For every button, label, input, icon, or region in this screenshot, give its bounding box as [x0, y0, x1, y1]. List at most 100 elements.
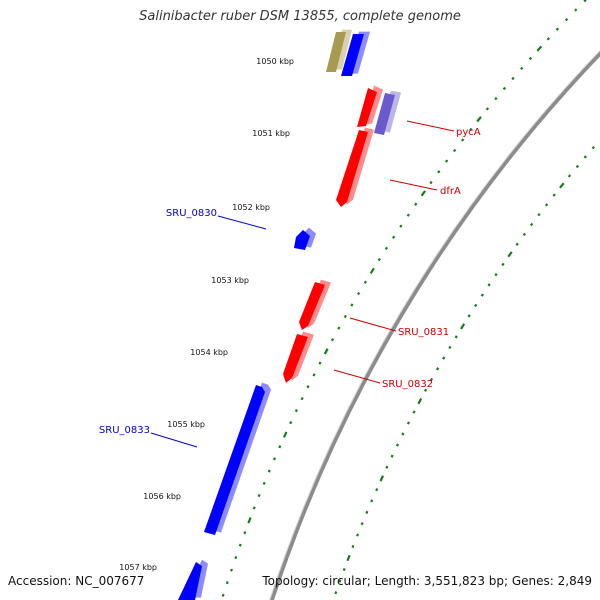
minor-tick	[467, 314, 471, 318]
minor-tick	[384, 246, 389, 251]
forward-gene-dfra-body	[336, 130, 368, 207]
minor-tick	[363, 280, 367, 284]
minor-tick	[487, 283, 491, 287]
backbone-line	[270, 51, 600, 600]
minor-tick	[474, 303, 478, 308]
minor-tick	[480, 293, 484, 297]
minor-tick	[257, 493, 261, 498]
minor-tick	[318, 361, 322, 365]
kbp-scale-label: 1054 kbp	[190, 348, 228, 357]
minor-tick	[511, 76, 515, 81]
forward-gene-sru0832	[283, 331, 314, 383]
major-tick	[507, 251, 513, 258]
gene-label-sru0832: SRU_0832	[382, 379, 433, 390]
minor-tick	[453, 148, 457, 153]
gene-label-sru0833: SRU_0833	[99, 425, 150, 436]
inner-tick-ring	[334, 138, 600, 595]
gene-label-leader-pyca	[406, 120, 455, 132]
minor-tick	[591, 145, 595, 150]
minor-tick	[520, 66, 524, 71]
gene-label-sru0830: SRU_0830	[166, 208, 217, 219]
reverse-gene-sru0830-body	[294, 230, 310, 250]
minor-tick	[567, 174, 572, 178]
minor-tick	[365, 510, 369, 514]
gene-label-leader-sru0832	[333, 369, 381, 384]
minor-tick	[355, 533, 360, 537]
gene-label-dfra: dfrA	[440, 186, 461, 197]
minor-tick	[334, 591, 338, 595]
minor-tick	[406, 213, 410, 217]
minor-tick	[294, 409, 298, 413]
minor-tick	[238, 543, 242, 547]
minor-tick	[583, 155, 587, 159]
minor-tick	[502, 86, 507, 91]
minor-tick	[544, 203, 549, 207]
minor-tick	[564, 17, 569, 22]
major-tick	[247, 517, 252, 524]
kbp-scale-label: 1050 kbp	[256, 57, 294, 66]
minor-tick	[424, 388, 428, 392]
kbp-scale-label: 1056 kbp	[143, 492, 181, 501]
minor-tick	[448, 345, 452, 350]
forward-gene-sru0832-body	[283, 334, 308, 383]
minor-tick	[351, 544, 355, 549]
forward-gene-sru0831	[299, 279, 331, 330]
reverse-gene-bottom	[178, 559, 208, 600]
major-tick	[282, 431, 288, 438]
minor-tick	[375, 488, 379, 492]
minor-tick	[501, 262, 505, 267]
forward-gene-pyca-partner-body	[357, 88, 377, 127]
kbp-scale-label: 1052 kbp	[232, 203, 270, 212]
minor-tick	[278, 445, 282, 449]
outer-tick-ring	[221, 0, 587, 597]
minor-tick	[252, 506, 256, 510]
minor-tick	[429, 180, 433, 185]
minor-tick	[343, 314, 347, 319]
minor-tick	[429, 377, 434, 382]
minor-tick	[445, 159, 449, 163]
minor-tick	[442, 356, 446, 360]
minor-tick	[337, 326, 341, 330]
minor-tick	[370, 499, 374, 503]
minor-tick	[494, 96, 498, 101]
kbp-scale-label: 1053 kbp	[211, 276, 249, 285]
reverse-gene-sru0833	[204, 382, 271, 535]
gene-label-sru0831: SRU_0831	[398, 327, 449, 338]
minor-tick	[555, 27, 559, 31]
minor-tick	[342, 568, 346, 572]
minor-tick	[494, 272, 498, 277]
minor-tick	[461, 138, 465, 142]
minor-tick	[454, 335, 458, 339]
genome-summary: Topology: circular; Length: 3,551,823 bp…	[262, 574, 592, 588]
major-tick	[420, 190, 426, 197]
minor-tick	[515, 242, 519, 247]
minor-tick	[385, 465, 389, 469]
major-tick	[559, 182, 565, 189]
minor-tick	[530, 222, 534, 227]
minor-tick	[485, 107, 490, 111]
minor-tick	[230, 568, 233, 572]
forward-gene-pyca	[374, 90, 401, 135]
minor-tick	[552, 193, 556, 197]
map-title: Salinibacter ruber DSM 13855, complete g…	[139, 9, 461, 24]
minor-tick	[401, 432, 405, 436]
minor-tick	[537, 212, 541, 217]
minor-tick	[399, 224, 403, 228]
minor-tick	[225, 581, 229, 585]
minor-tick	[546, 37, 551, 41]
minor-tick	[414, 202, 418, 206]
kbp-scale-label: 1051 kbp	[252, 129, 290, 138]
forward-gene-pyca-partner	[357, 85, 383, 127]
major-tick	[417, 397, 423, 405]
minor-tick	[289, 421, 293, 425]
minor-tick	[583, 0, 587, 3]
kbp-scale-label: 1055 kbp	[167, 420, 205, 429]
minor-tick	[377, 257, 381, 262]
forward-gene-sru0831-body	[299, 282, 325, 330]
minor-tick	[412, 410, 416, 414]
minor-tick	[300, 397, 304, 401]
minor-tick	[350, 303, 354, 307]
minor-tick	[391, 235, 396, 239]
minor-tick	[469, 127, 473, 132]
